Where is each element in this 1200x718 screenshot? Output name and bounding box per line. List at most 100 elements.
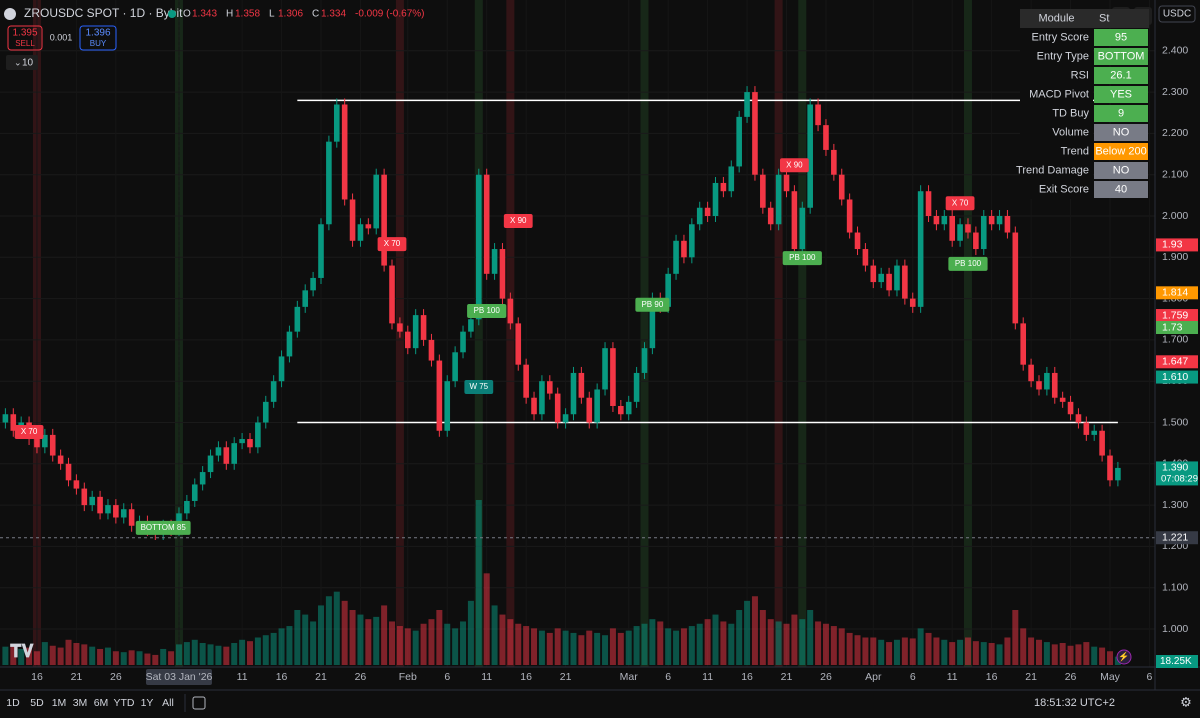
x-tick-label: Sat 03 Jan '26 bbox=[146, 671, 213, 683]
volume-bar bbox=[231, 643, 238, 665]
signal-box bbox=[948, 256, 988, 271]
volume-bar bbox=[531, 628, 538, 665]
volume-bar bbox=[412, 630, 419, 665]
candle-body bbox=[365, 224, 372, 229]
volume-bar bbox=[1091, 646, 1098, 665]
table-label-bg bbox=[1020, 85, 1093, 104]
table-value: YES bbox=[1110, 88, 1132, 100]
candle-body bbox=[507, 298, 514, 324]
candle-body bbox=[286, 331, 293, 357]
range-button[interactable]: 1D bbox=[6, 697, 20, 709]
candle-body bbox=[933, 216, 940, 225]
price-pane: X 70 BOTTOM 85 X 70 PB 100 W 75 X 90 PB 90 X 90… bbox=[0, 86, 1155, 541]
range-button[interactable]: YTD bbox=[114, 697, 135, 709]
signal-label: W 75 bbox=[469, 382, 488, 391]
sell-button[interactable] bbox=[7, 25, 43, 51]
volume-bar bbox=[333, 591, 340, 665]
volume-bar bbox=[120, 652, 127, 665]
volume-bar bbox=[822, 623, 829, 665]
y-tick-label: 1.300 bbox=[1162, 499, 1188, 511]
range-button[interactable]: 1Y bbox=[141, 697, 154, 709]
candle-body bbox=[97, 496, 103, 514]
volume-bar bbox=[97, 648, 104, 665]
volume-bar bbox=[183, 642, 190, 665]
signal-box bbox=[782, 251, 822, 266]
volume-bar bbox=[278, 628, 285, 665]
signal-band bbox=[506, 0, 515, 667]
alert-icon[interactable] bbox=[1116, 649, 1132, 665]
table-value: 26.1 bbox=[1110, 69, 1131, 81]
candle-body bbox=[452, 352, 458, 382]
volume-bar bbox=[1012, 610, 1019, 665]
volume-bar bbox=[33, 651, 40, 665]
candle-body bbox=[996, 216, 1003, 225]
table-value-bg bbox=[1094, 67, 1148, 84]
candle-body bbox=[397, 323, 403, 332]
range-button[interactable]: All bbox=[162, 697, 174, 709]
volume-bar bbox=[246, 641, 253, 665]
y-tick-label: 1.700 bbox=[1162, 334, 1188, 346]
volume-bar bbox=[57, 647, 64, 665]
table-value-bg bbox=[1094, 105, 1148, 122]
ohlc-value: 1.343 bbox=[192, 9, 217, 20]
candle-body bbox=[326, 141, 332, 225]
volume-pane bbox=[2, 500, 1121, 665]
volume-bar bbox=[791, 614, 798, 665]
table-label: Volume bbox=[1052, 126, 1089, 138]
range-button[interactable]: 1M bbox=[52, 697, 67, 709]
change: -0.009 (-0.67%) bbox=[355, 9, 424, 20]
candle-body bbox=[618, 405, 624, 415]
overlay: ZROUSDC SPOT · 1D · Bybit 1.395 SELL 0.0… bbox=[4, 5, 1198, 712]
candle-body bbox=[120, 509, 127, 518]
y-tick-label: 1.500 bbox=[1162, 416, 1188, 428]
candle-body bbox=[57, 455, 64, 464]
candle-body bbox=[128, 509, 135, 526]
candle-body bbox=[1067, 401, 1074, 415]
volume-bar bbox=[941, 639, 948, 665]
signal-label: X 70 bbox=[952, 198, 969, 207]
x-tick-label: 21 bbox=[71, 671, 83, 683]
buy-button[interactable] bbox=[79, 25, 117, 51]
buy-label: BUY bbox=[90, 39, 107, 48]
candle-body bbox=[89, 496, 95, 506]
range-button[interactable]: 5D bbox=[30, 697, 44, 709]
candle-body bbox=[878, 273, 884, 283]
table-value-bg bbox=[1094, 181, 1148, 198]
ohlc-key: L bbox=[269, 9, 275, 20]
candle-body bbox=[594, 389, 600, 423]
lots-box[interactable] bbox=[6, 55, 38, 70]
candle-body bbox=[381, 174, 387, 266]
y-tick-label: 1.900 bbox=[1162, 251, 1188, 263]
y-tick-label: 2.100 bbox=[1162, 168, 1188, 180]
candle-body bbox=[704, 207, 711, 217]
x-tick-label: 21 bbox=[560, 671, 572, 683]
candle-body bbox=[1020, 323, 1027, 365]
spread: 0.001 bbox=[50, 32, 73, 42]
volume-bar bbox=[428, 619, 435, 665]
signal-label: X 70 bbox=[384, 239, 401, 248]
price-label-box bbox=[1156, 321, 1198, 335]
settings-icon[interactable]: ⚙ bbox=[1180, 694, 1192, 709]
x-tick-label: 26 bbox=[355, 671, 367, 683]
candle-body bbox=[231, 443, 238, 464]
candle-body bbox=[673, 240, 679, 274]
candle-body bbox=[870, 265, 877, 283]
volume-bar bbox=[215, 645, 222, 665]
x-tick-label: Feb bbox=[399, 671, 417, 683]
signal-box bbox=[467, 303, 507, 318]
candle-body bbox=[523, 364, 529, 398]
candle-body bbox=[554, 393, 561, 423]
calendar-icon[interactable] bbox=[192, 696, 206, 710]
candle-body bbox=[547, 381, 553, 394]
volume-bar bbox=[972, 641, 979, 665]
signal-box bbox=[780, 158, 809, 173]
candle-body bbox=[689, 224, 695, 258]
range-button[interactable]: 3M bbox=[73, 697, 88, 709]
range-button[interactable]: 6M bbox=[94, 697, 109, 709]
volume-bar bbox=[830, 626, 837, 665]
currency-box[interactable] bbox=[1158, 5, 1196, 23]
table-label: Entry Score bbox=[1032, 31, 1089, 43]
signal-label: PB 100 bbox=[474, 306, 501, 315]
volume-bar bbox=[933, 637, 940, 665]
